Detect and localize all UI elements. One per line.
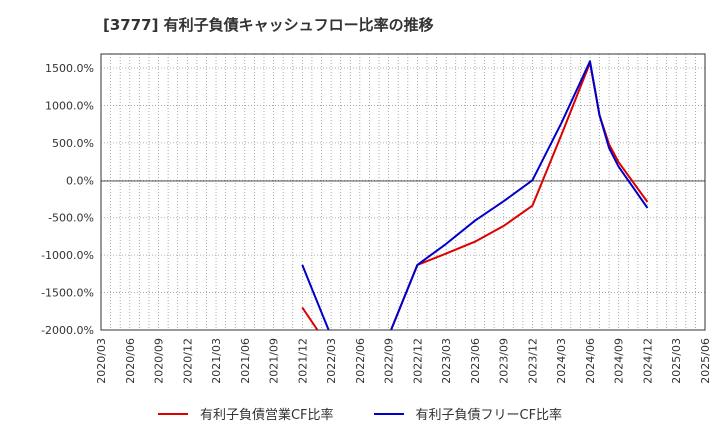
x-tick-label: 2023/12 (526, 338, 539, 384)
x-tick-label: 2024/03 (555, 338, 568, 384)
y-tick-label: -500.0% (48, 212, 94, 225)
legend-swatch-blue (373, 412, 404, 415)
plot-area (101, 54, 705, 330)
y-tick-label: -1000.0% (41, 249, 94, 262)
x-tick-label: 2020/03 (95, 338, 108, 384)
x-tick-label: 2025/03 (670, 338, 683, 384)
x-tick-label: 2022/06 (354, 338, 367, 384)
x-tick-label: 2020/12 (181, 338, 194, 384)
x-tick-label: 2021/06 (239, 338, 252, 384)
y-tick-label: 0.0% (66, 174, 94, 187)
legend: 有利子負債営業CF比率 有利子負債フリーCF比率 (0, 404, 720, 423)
y-tick-label: -2000.0% (41, 324, 94, 337)
y-tick-label: 1500.0% (45, 62, 94, 75)
chart-title: [3777] 有利子負債キャッシュフロー比率の推移 (103, 16, 434, 34)
x-tick-label: 2023/09 (498, 338, 511, 384)
y-tick-label: 500.0% (52, 137, 94, 150)
legend-item-free-cf: 有利子負債フリーCF比率 (373, 404, 563, 423)
x-tick-label: 2023/03 (440, 338, 453, 384)
x-tick-label: 2022/03 (325, 338, 338, 384)
legend-item-operating-cf: 有利子負債営業CF比率 (157, 404, 334, 423)
x-tick-label: 2020/09 (153, 338, 166, 384)
legend-swatch-red (157, 412, 188, 415)
x-tick-label: 2021/03 (210, 338, 223, 384)
plot-frame (100, 53, 706, 331)
y-tick-label: -1500.0% (41, 287, 94, 300)
x-tick-label: 2024/09 (613, 338, 626, 384)
y-tick-label: 1000.0% (45, 99, 94, 112)
x-tick-label: 2022/12 (411, 338, 424, 384)
legend-label-free-cf: 有利子負債フリーCF比率 (415, 408, 563, 423)
x-tick-label: 2025/06 (699, 338, 712, 384)
x-tick-label: 2023/06 (469, 338, 482, 384)
x-tick-label: 2021/12 (296, 338, 309, 384)
x-tick-label: 2022/09 (383, 338, 396, 384)
x-tick-label: 2020/06 (124, 338, 137, 384)
series-line-free-cf (301, 60, 649, 330)
x-tick-label: 2024/12 (641, 338, 654, 384)
x-tick-label: 2021/09 (268, 338, 281, 384)
x-tick-label: 2024/06 (584, 338, 597, 384)
legend-label-operating-cf: 有利子負債営業CF比率 (199, 408, 334, 423)
